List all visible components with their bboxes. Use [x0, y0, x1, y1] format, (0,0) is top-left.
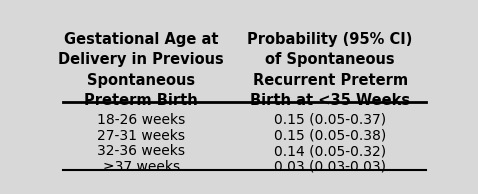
- Text: 0.14 (0.05-0.32): 0.14 (0.05-0.32): [274, 144, 386, 158]
- Text: Spontaneous: Spontaneous: [87, 73, 196, 87]
- Text: Recurrent Preterm: Recurrent Preterm: [252, 73, 408, 87]
- Text: 0.03 (0.03-0.03): 0.03 (0.03-0.03): [274, 160, 386, 174]
- Text: 18-26 weeks: 18-26 weeks: [97, 113, 185, 127]
- Text: of Spontaneous: of Spontaneous: [265, 52, 395, 67]
- Text: 32-36 weeks: 32-36 weeks: [97, 144, 185, 158]
- Text: ≥37 weeks: ≥37 weeks: [103, 160, 180, 174]
- Text: 0.15 (0.05-0.38): 0.15 (0.05-0.38): [274, 129, 386, 143]
- Text: Probability (95% CI): Probability (95% CI): [248, 32, 413, 47]
- Text: Gestational Age at: Gestational Age at: [64, 32, 218, 47]
- Text: Preterm Birth: Preterm Birth: [85, 93, 198, 108]
- Text: 27-31 weeks: 27-31 weeks: [97, 129, 185, 143]
- Text: Delivery in Previous: Delivery in Previous: [58, 52, 224, 67]
- Text: Birth at <35 Weeks: Birth at <35 Weeks: [250, 93, 410, 108]
- Text: 0.15 (0.05-0.37): 0.15 (0.05-0.37): [274, 113, 386, 127]
